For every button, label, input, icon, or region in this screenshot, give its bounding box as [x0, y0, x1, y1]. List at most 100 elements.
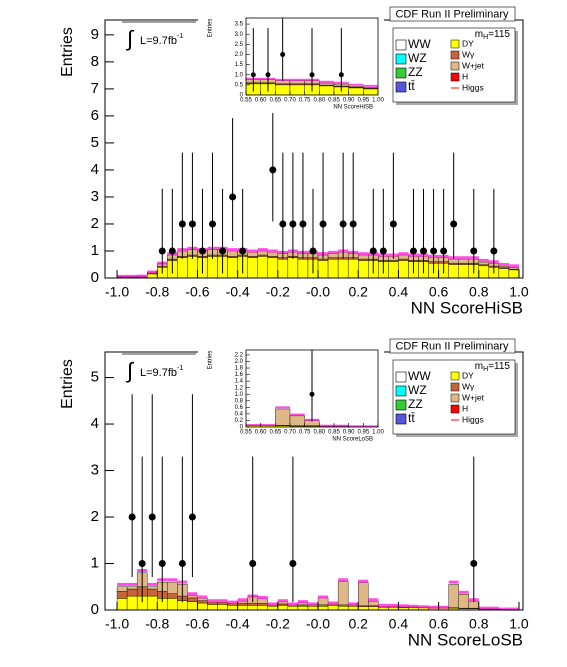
- stack-segment: [227, 257, 238, 279]
- stack-segment: [297, 258, 309, 279]
- legend-label: tt̄: [408, 79, 415, 93]
- legend-label: Wγ: [462, 49, 475, 59]
- x-tick-label: -0.2: [266, 284, 290, 300]
- legend-label: DY: [462, 370, 474, 380]
- stack-segment: [116, 598, 128, 611]
- legend-label: W+jet: [462, 60, 485, 70]
- lumi-box: [122, 354, 196, 388]
- y-axis-label: Entries: [59, 27, 76, 77]
- lumi-text: L=9.7fb: [140, 35, 177, 47]
- x-tick-label: -0.0: [306, 284, 330, 300]
- y-tick-label: 6: [91, 107, 99, 124]
- stack-segment: [197, 602, 208, 611]
- x-tick-label: -1.0: [105, 284, 129, 300]
- stack-segment: [187, 595, 198, 599]
- inset-x-tick-label: 1.00: [372, 98, 384, 104]
- stack-segment: [448, 258, 459, 264]
- x-tick-label: 0.4: [389, 284, 409, 300]
- stack-segment: [337, 581, 349, 606]
- legend-swatch: [450, 382, 460, 392]
- inset-y-tick-label: 3.5: [235, 22, 244, 28]
- stack-segment: [247, 252, 258, 257]
- data-point: [249, 560, 257, 568]
- data-point: [420, 247, 428, 255]
- stack-segment: [257, 605, 268, 611]
- stack-segment: [498, 266, 510, 268]
- inset-y-tick-label: 1.0: [235, 72, 244, 78]
- y-tick-label: 1: [91, 554, 99, 571]
- data-point: [209, 220, 217, 228]
- data-point: [128, 513, 136, 521]
- stack-segment: [267, 257, 279, 279]
- x-tick-label: 0.6: [429, 616, 449, 632]
- title-box: [389, 338, 516, 354]
- stack-segment: [257, 254, 268, 257]
- inset-y-tick-label: 1.5: [235, 62, 244, 68]
- data-point: [389, 220, 397, 228]
- stack-segment: [388, 261, 399, 279]
- lumi-sup: -1: [177, 33, 183, 40]
- inset-x-axis-label: NN ScoreLoSB: [332, 437, 373, 443]
- legend-label: WW: [408, 369, 431, 383]
- stack-segment: [277, 603, 289, 606]
- stack-segment: [317, 597, 329, 606]
- lumi-label: L=9.7fb-1: [140, 33, 183, 47]
- legend-label: H: [462, 403, 468, 413]
- stack-segment: [167, 593, 178, 599]
- inset-x-tick-label: 0.60: [255, 98, 267, 104]
- inset-y-tick-label: 1.0: [235, 392, 244, 398]
- inset-y-tick-label: 1.4: [235, 379, 244, 385]
- stack-segment: [267, 256, 279, 258]
- stack-segment: [297, 604, 309, 607]
- legend-label: DY: [462, 38, 474, 48]
- legend-swatch: [450, 39, 460, 49]
- stack-segment: [227, 250, 238, 257]
- mass-symbol: m: [475, 29, 483, 40]
- mass-text: =115: [488, 361, 510, 372]
- stack-segment: [363, 88, 378, 95]
- stack-segment: [317, 260, 329, 279]
- x-tick-label: 0.4: [389, 616, 409, 632]
- inset-x-tick-label: 0.55: [240, 98, 252, 104]
- legend-label: Higgs: [462, 82, 484, 92]
- stack-segment: [257, 598, 268, 604]
- lumi-sup: -1: [177, 365, 183, 372]
- stack-segment: [398, 260, 409, 279]
- stack-segment: [358, 254, 369, 260]
- stack-segment: [197, 598, 208, 601]
- stack-segment: [319, 85, 335, 95]
- mass-symbol: m: [475, 361, 483, 372]
- lumi-integral: ∫: [125, 26, 135, 51]
- y-tick-label: 1: [91, 242, 99, 259]
- stack-segment: [368, 600, 379, 607]
- legend-label: tt̄: [408, 411, 415, 425]
- mass-text: =115: [488, 29, 510, 40]
- stack-segment: [317, 258, 329, 261]
- stack-segment: [448, 264, 459, 279]
- data-point: [219, 247, 227, 255]
- data-point: [178, 560, 186, 568]
- stack-segment: [207, 601, 218, 605]
- x-tick-label: -0.4: [226, 616, 250, 632]
- inset-y-tick-label: 2.0: [235, 52, 244, 58]
- stack-segment: [267, 252, 279, 257]
- inset-x-tick-label: 0.70: [284, 98, 296, 104]
- title-box: [389, 6, 516, 22]
- inset-x-tick-label: 0.80: [313, 98, 325, 104]
- inset-y-tick-label: 0.5: [235, 82, 244, 88]
- x-tick-label: 0.2: [348, 284, 368, 300]
- y-tick-label: 8: [91, 53, 99, 70]
- inset-y-tick-label: 0: [240, 425, 244, 431]
- stack-segment: [126, 588, 138, 597]
- stack-segment: [337, 604, 349, 607]
- inset-x-tick-label: 0.65: [269, 98, 281, 104]
- x-tick-label: 0.8: [469, 284, 489, 300]
- stack-segment: [257, 250, 268, 256]
- stack-segment: [358, 260, 369, 279]
- data-point: [289, 560, 297, 568]
- legend-label: H: [462, 71, 468, 81]
- inset-y-tick-label: 2.5: [235, 42, 244, 48]
- stack-segment: [458, 593, 469, 609]
- x-axis-label: NN ScoreHiSB: [411, 298, 523, 317]
- stack-segment: [478, 265, 490, 279]
